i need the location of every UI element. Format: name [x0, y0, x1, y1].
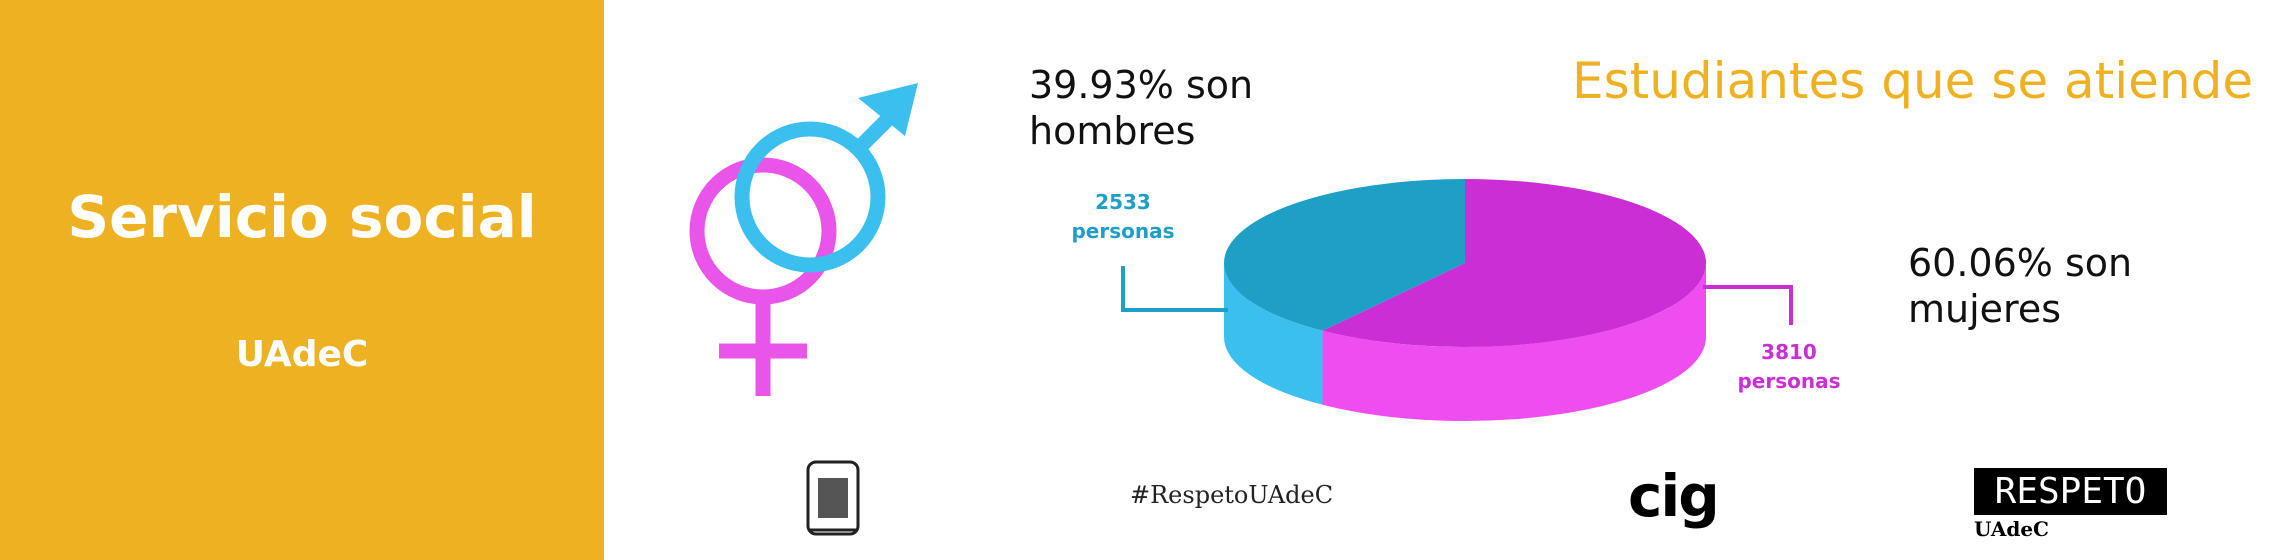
value-label: 2533 personas	[1071, 190, 1175, 243]
chart-title: Estudiantes que se atiende	[1572, 52, 2254, 110]
respeto-logo: RESPETO	[1974, 468, 2167, 515]
pie-slice	[1223, 179, 1465, 331]
category-label: 39.93% son hombres	[1029, 63, 1254, 153]
category-label: 60.06% son mujeres	[1908, 241, 2133, 331]
cig-logo: cig	[1628, 462, 1720, 530]
connector	[1121, 266, 1228, 312]
hashtag: #RespetoUAdeC	[1130, 481, 1334, 509]
sidebar-title: Servicio social	[67, 183, 537, 251]
uadec-logo	[806, 460, 860, 536]
sidebar-subtitle: UAdeC	[235, 334, 369, 375]
connector	[1703, 285, 1793, 325]
value-label: 3810 personas	[1737, 340, 1841, 393]
pie-slice	[1322, 179, 1706, 348]
pie-side	[1322, 263, 1706, 421]
sidebar	[0, 0, 604, 560]
gender-icon	[689, 83, 918, 396]
respeto-subtitle: UAdeC	[1974, 517, 2049, 541]
pie-side	[1224, 263, 1323, 405]
